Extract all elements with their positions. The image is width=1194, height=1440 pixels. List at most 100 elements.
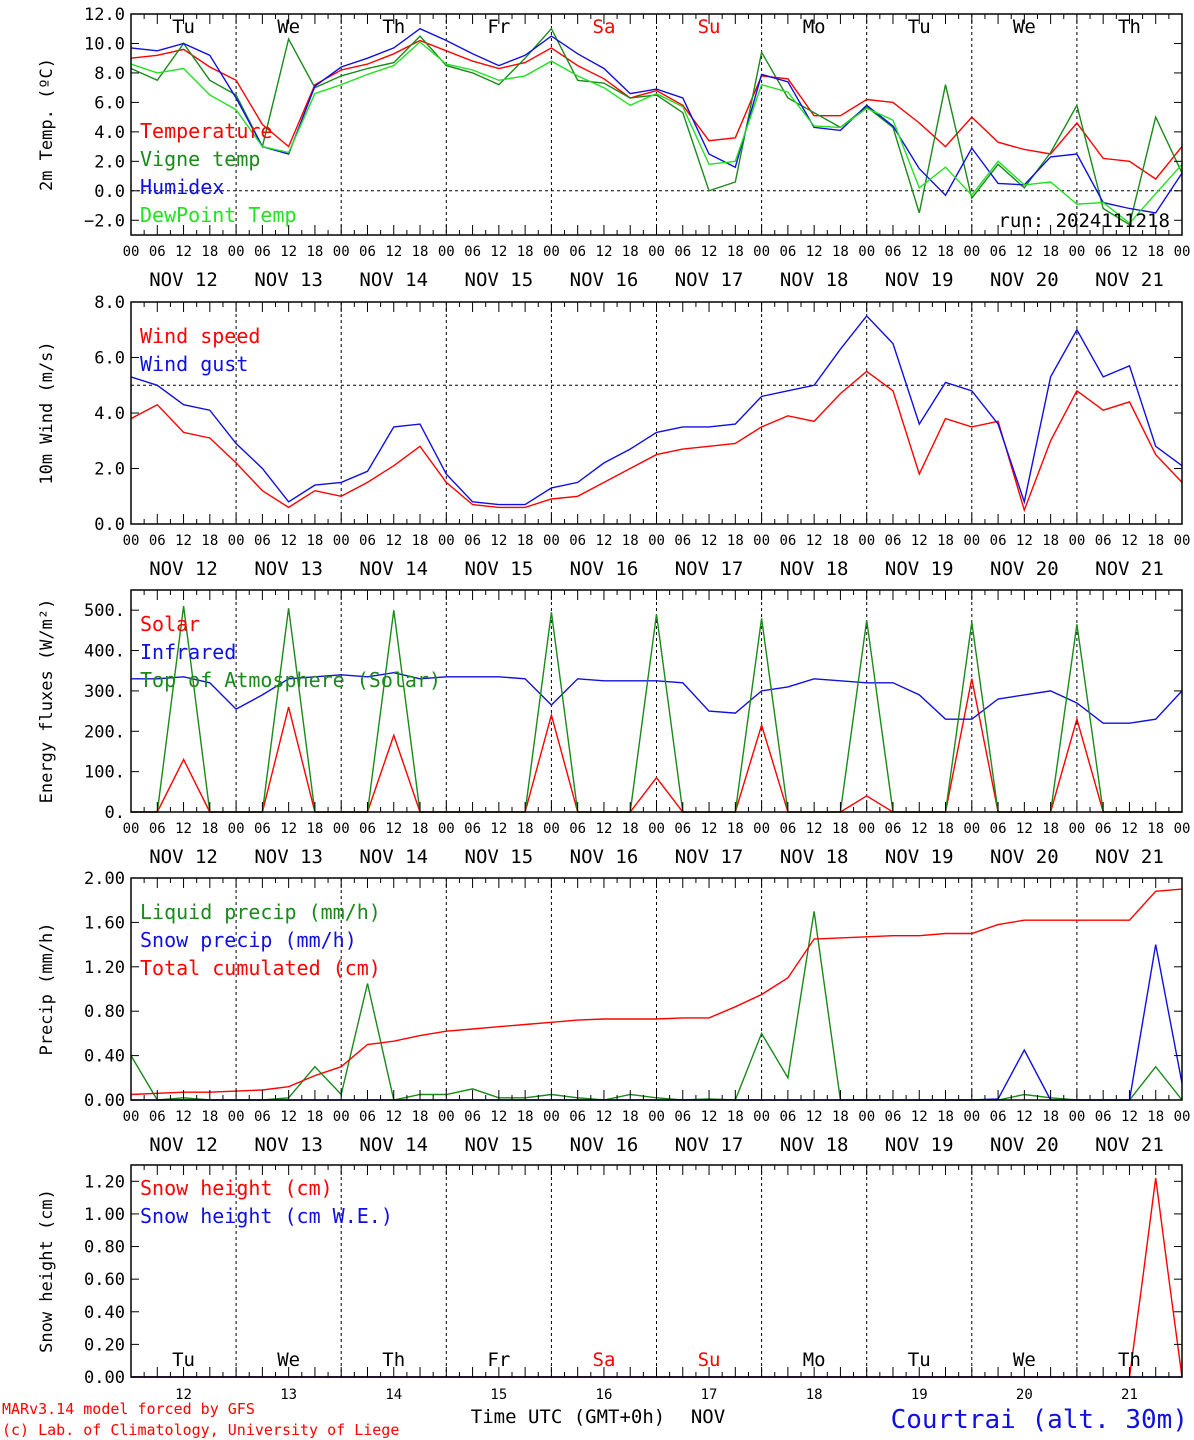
y-tick-label: 0.80 bbox=[84, 1002, 125, 1022]
hour-label: 06 bbox=[464, 533, 481, 549]
hour-label: 06 bbox=[990, 244, 1007, 260]
hour-label: 00 bbox=[333, 821, 350, 837]
hour-label: 12 bbox=[701, 533, 718, 549]
hour-label: 00 bbox=[1068, 821, 1085, 837]
hour-label: 00 bbox=[543, 244, 560, 260]
day-label: Th bbox=[382, 1349, 405, 1371]
hour-label: 18 bbox=[727, 533, 744, 549]
date-label: NOV 12 bbox=[149, 846, 218, 868]
hour-label: 00 bbox=[228, 244, 245, 260]
hour-label: 18 bbox=[937, 533, 954, 549]
date-label: NOV 13 bbox=[254, 846, 323, 868]
hour-label: 12 bbox=[490, 533, 507, 549]
panel-3: 500. 400. 300. 200. 100. 0. Energy fluxes (W/m… bbox=[37, 589, 1190, 868]
hour-label: 12 bbox=[175, 244, 192, 260]
hour-label: 12 bbox=[385, 244, 402, 260]
y-tick-label: 10.0 bbox=[84, 34, 125, 54]
hour-label: 18 bbox=[306, 533, 323, 549]
series-line bbox=[130, 39, 1183, 180]
hour-label: 12 bbox=[911, 244, 928, 260]
hour-label: 18 bbox=[1042, 533, 1059, 549]
legend-entry: Top of Atmosphere (Solar) bbox=[140, 668, 441, 692]
hour-label: 00 bbox=[753, 1109, 770, 1125]
hour-label: 06 bbox=[990, 1109, 1007, 1125]
hour-label: 06 bbox=[779, 1109, 796, 1125]
legend-entry: Snow precip (mm/h) bbox=[140, 928, 357, 952]
date-label: NOV 17 bbox=[675, 558, 744, 580]
hour-label: 06 bbox=[885, 821, 902, 837]
hour-label: 06 bbox=[885, 533, 902, 549]
hour-label: 12 bbox=[280, 244, 297, 260]
panel-1: 12.0 10.0 8.0 6.0 4.0 2.0 0.0 −2.0 2m Temp. (ºC)… bbox=[37, 5, 1190, 291]
legend-entry: Infrared bbox=[140, 640, 236, 664]
y-tick-label: 100. bbox=[84, 763, 125, 783]
date-label: NOV 16 bbox=[570, 269, 639, 291]
hour-label: 00 bbox=[1174, 533, 1191, 549]
hour-label: 18 bbox=[412, 533, 429, 549]
date-label: NOV 16 bbox=[570, 846, 639, 868]
legend-entry: Snow height (cm W.E.) bbox=[140, 1204, 393, 1228]
hour-label: 18 bbox=[1042, 821, 1059, 837]
date-label: NOV 20 bbox=[990, 846, 1059, 868]
series-line bbox=[130, 41, 1183, 225]
hour-label: 00 bbox=[123, 821, 140, 837]
hour-label: 06 bbox=[464, 244, 481, 260]
y-tick-label: 0.0 bbox=[94, 515, 125, 535]
hour-label: 18 bbox=[832, 821, 849, 837]
y-tick-label: 6.0 bbox=[94, 93, 125, 113]
y-tick-label: 0.0 bbox=[94, 182, 125, 202]
y-tick-label: 1.20 bbox=[84, 958, 125, 978]
day-number-label: 14 bbox=[385, 1387, 402, 1403]
hour-label: 00 bbox=[543, 533, 560, 549]
hour-label: 00 bbox=[648, 821, 665, 837]
hour-label: 06 bbox=[569, 533, 586, 549]
date-label: NOV 20 bbox=[990, 269, 1059, 291]
date-label: NOV 15 bbox=[465, 1134, 534, 1156]
day-label: Mo bbox=[803, 1349, 826, 1371]
hour-label: 18 bbox=[622, 821, 639, 837]
hour-label: 00 bbox=[858, 244, 875, 260]
hour-label: 00 bbox=[438, 1109, 455, 1125]
hour-label: 06 bbox=[885, 244, 902, 260]
hour-label: 18 bbox=[832, 533, 849, 549]
day-label: Su bbox=[698, 1349, 721, 1371]
hour-label: 06 bbox=[254, 1109, 271, 1125]
y-tick-label: 1.60 bbox=[84, 913, 125, 933]
hour-label: 06 bbox=[359, 244, 376, 260]
hour-label: 00 bbox=[648, 1109, 665, 1125]
hour-label: 12 bbox=[490, 821, 507, 837]
hour-label: 12 bbox=[1016, 821, 1033, 837]
date-label: NOV 13 bbox=[254, 269, 323, 291]
date-label: NOV 19 bbox=[885, 1134, 954, 1156]
legend-entry: Snow height (cm) bbox=[140, 1176, 333, 1200]
hour-label: 00 bbox=[753, 533, 770, 549]
day-label: Fr bbox=[487, 16, 510, 38]
y-tick-label: 1.00 bbox=[84, 1205, 125, 1225]
hour-label: 18 bbox=[412, 821, 429, 837]
day-label: Su bbox=[698, 16, 721, 38]
hour-label: 18 bbox=[517, 821, 534, 837]
day-label: We bbox=[277, 1349, 300, 1371]
hour-label: 18 bbox=[622, 533, 639, 549]
hour-label: 12 bbox=[1121, 1109, 1138, 1125]
legend-entry: Humidex bbox=[140, 175, 224, 199]
y-tick-label: 12.0 bbox=[84, 5, 125, 25]
hour-label: 12 bbox=[596, 1109, 613, 1125]
y-tick-label: 0.60 bbox=[84, 1270, 125, 1290]
legend-entry: DewPoint Temp bbox=[140, 203, 297, 227]
hour-label: 00 bbox=[963, 244, 980, 260]
hour-label: 18 bbox=[1042, 244, 1059, 260]
day-label: We bbox=[1013, 1349, 1036, 1371]
hour-label: 06 bbox=[149, 244, 166, 260]
hour-label: 00 bbox=[1068, 533, 1085, 549]
y-axis-label: 2m Temp. (ºC) bbox=[37, 58, 57, 191]
hour-label: 12 bbox=[175, 1109, 192, 1125]
y-tick-label: 6.0 bbox=[94, 349, 125, 369]
day-number-label: 16 bbox=[596, 1387, 613, 1403]
hour-label: 06 bbox=[990, 533, 1007, 549]
hour-label: 18 bbox=[517, 1109, 534, 1125]
legend-entry: Total cumulated (cm) bbox=[140, 956, 381, 980]
hour-label: 06 bbox=[569, 821, 586, 837]
hour-label: 12 bbox=[596, 244, 613, 260]
hour-label: 18 bbox=[1147, 244, 1164, 260]
